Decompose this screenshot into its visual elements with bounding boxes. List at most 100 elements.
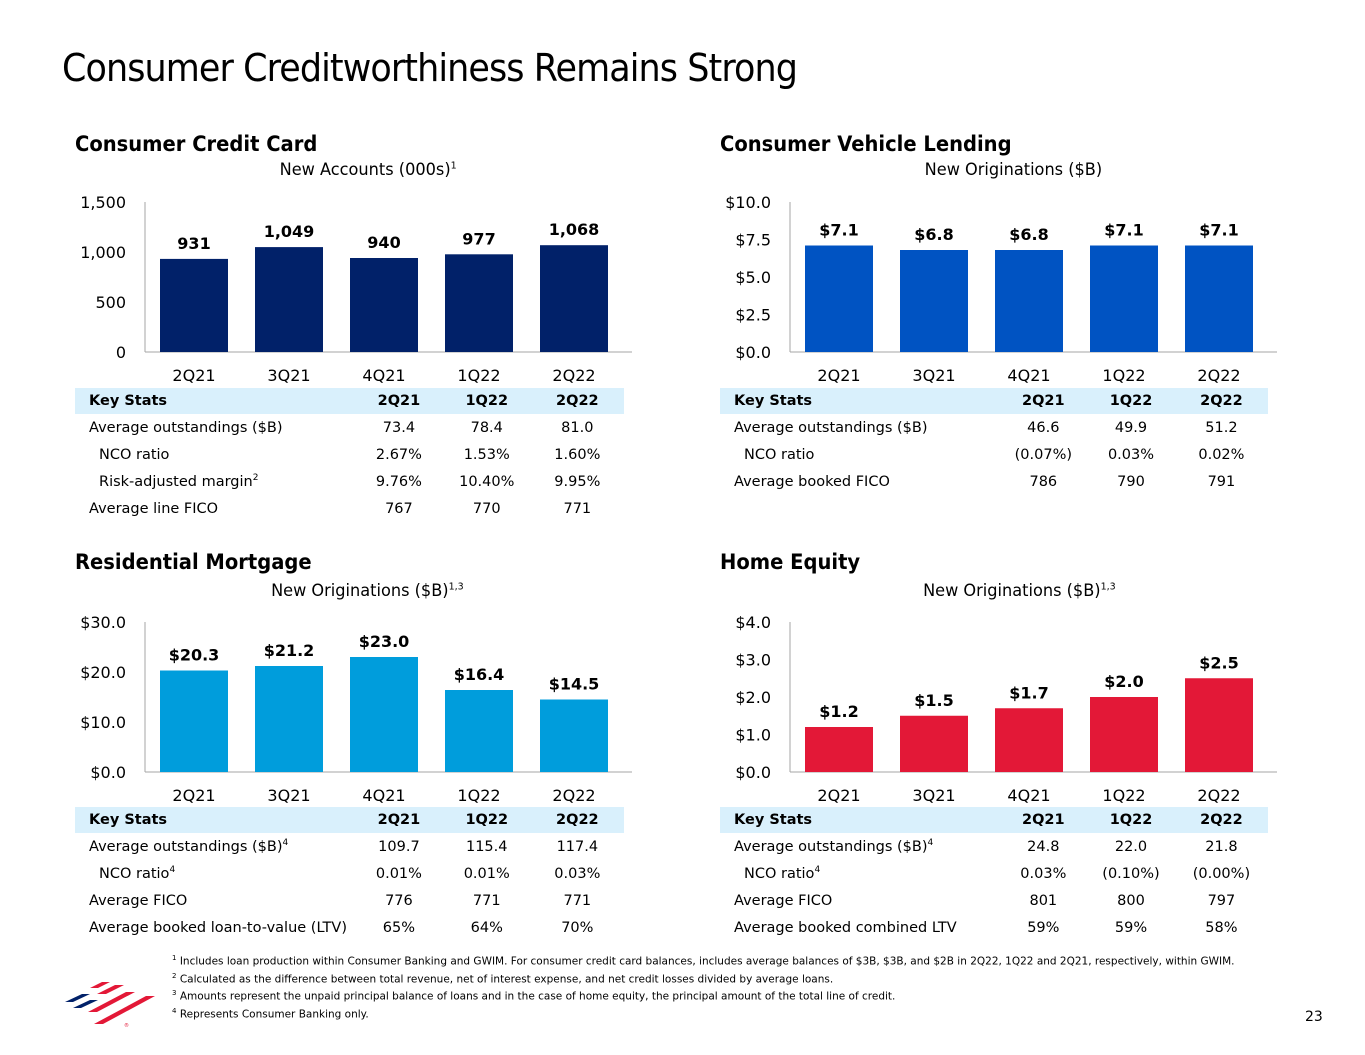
y-tick-label: $2.5: [735, 306, 771, 325]
x-tick-label: 2Q22: [1197, 786, 1240, 805]
cell-value: 49.9: [1114, 419, 1148, 436]
table-row: NCO ratio (0.07%) 0.03% 0.02%: [720, 441, 1268, 468]
cell-value: 59%: [1027, 919, 1060, 936]
cell-value: 9.95%: [554, 473, 601, 490]
footnote-number: 1: [172, 954, 177, 962]
footnote-number: 2: [172, 971, 177, 980]
table-row: Average outstandings ($B) 46.6 49.9 51.2: [720, 414, 1268, 441]
data-label: $1.5: [914, 691, 953, 710]
row-label: Average booked FICO: [734, 473, 890, 490]
cell-value: 767: [385, 500, 413, 517]
table-row: Average booked combined LTV 59% 59% 58%: [720, 914, 1268, 941]
footnote-text: Calculated as the difference between tot…: [179, 973, 834, 985]
footnote-1: 1 Includes loan production within Consum…: [172, 951, 1235, 969]
cell-value: (0.10%): [1102, 865, 1160, 882]
cell-value: 78.4: [470, 419, 503, 436]
footnote-number: 3: [172, 989, 177, 997]
bar-2q21: [805, 727, 873, 772]
column-header-period: 2Q22: [530, 388, 624, 414]
cell-value: 1.53%: [463, 446, 510, 463]
y-tick-label: $20.0: [80, 663, 126, 682]
table-row: NCO ratio4 0.01% 0.01% 0.03%: [75, 860, 624, 887]
cell-value: 0.03%: [1020, 865, 1067, 882]
bar-2q22: [540, 699, 608, 772]
section-title-residential-mortgage: Residential Mortgage: [75, 550, 312, 574]
column-header-period: 2Q22: [1174, 807, 1268, 833]
cell-value: 797: [1207, 892, 1236, 909]
cell-value: 786: [1029, 473, 1058, 490]
row-label: NCO ratio: [744, 446, 815, 463]
table-row: Average outstandings ($B)4 109.7 115.4 117.…: [75, 833, 624, 860]
column-header-period: 2Q21: [999, 388, 1088, 414]
chart-credit-card-new-accounts: 0 500 1,000 1,500 931 2Q21 1,049 3Q21 940 4Q21 977…: [80, 193, 632, 385]
y-tick-label: $2.0: [735, 688, 771, 707]
chart-subtitle-text: New Originations ($B): [924, 160, 1103, 180]
footnote-4: 4 Represents Consumer Banking only.: [172, 1004, 1235, 1022]
chart-vehicle-new-originations: $0.0 $2.5 $5.0 $7.5 $10.0 $7.1 2Q21 $6.8 3Q21 $6.…: [725, 193, 1277, 385]
x-tick-label: 1Q22: [1102, 786, 1145, 805]
y-tick-label: 1,500: [80, 193, 126, 212]
cell-value: 791: [1207, 473, 1236, 490]
x-tick-label: 3Q21: [912, 786, 955, 805]
table-row: Average FICO 801 800 797: [720, 887, 1268, 914]
column-header-period: 2Q22: [1174, 388, 1268, 414]
footnote-text: Amounts represent the unpaid principal b…: [179, 990, 896, 1003]
cell-value: 1.60%: [554, 446, 601, 463]
y-tick-label: $0.0: [735, 343, 771, 362]
footnote-text: Represents Consumer Banking only.: [179, 1008, 369, 1020]
chart-mortgage-new-originations: $0.0 $10.0 $20.0 $30.0 $20.3 2Q21 $21.2 3Q21 $23…: [80, 613, 632, 805]
footnote-ref: 4: [282, 838, 289, 849]
data-label: $6.8: [914, 225, 953, 244]
bar-2q22: [1185, 678, 1253, 772]
y-tick-label: $30.0: [80, 613, 126, 632]
bar-2q21: [160, 670, 228, 772]
x-tick-label: 3Q21: [912, 366, 955, 385]
cell-value: 771: [472, 892, 501, 909]
footnote-ref: 1: [450, 160, 457, 172]
y-tick-label: 1,000: [80, 243, 126, 262]
y-tick-label: $4.0: [735, 613, 771, 632]
chart-subtitle-credit-card: New Accounts (000s)1: [280, 160, 457, 180]
data-label: 931: [177, 234, 210, 253]
y-tick-label: $1.0: [735, 726, 771, 745]
x-tick-label: 1Q22: [457, 366, 500, 385]
cell-value: 64%: [470, 919, 503, 936]
row-label: NCO ratio: [99, 446, 170, 463]
page-title: Consumer Creditworthiness Remains Strong: [62, 46, 798, 90]
table-header-row: Key Stats 2Q21 1Q22 2Q22: [75, 807, 624, 833]
data-label: $7.1: [819, 221, 858, 240]
column-header-period: 1Q22: [442, 388, 531, 414]
y-tick-label: 0: [116, 343, 126, 362]
y-tick-label: $10.0: [725, 193, 771, 212]
data-label: 1,049: [264, 222, 315, 241]
cell-value: 65%: [382, 919, 416, 936]
row-label: NCO ratio4: [99, 865, 176, 882]
cell-value: 73.4: [382, 419, 416, 436]
cell-value: 70%: [561, 919, 594, 936]
cell-value: 9.76%: [375, 473, 422, 490]
cell-value: 0.03%: [1107, 446, 1155, 463]
row-label: Average outstandings ($B): [734, 419, 928, 436]
data-label: $1.7: [1009, 683, 1048, 702]
row-label: Average outstandings ($B)4: [734, 838, 934, 855]
key-stats-table-home-equity: Key Stats 2Q21 1Q22 2Q22 Average outstanding…: [720, 807, 1268, 941]
column-header-period: 2Q22: [530, 807, 624, 833]
data-label: $21.2: [264, 641, 315, 660]
data-label: 1,068: [549, 220, 600, 239]
data-label: $7.1: [1199, 221, 1238, 240]
x-tick-label: 2Q21: [172, 786, 215, 805]
cell-value: 771: [563, 500, 592, 517]
x-tick-label: 2Q22: [552, 786, 595, 805]
bar-1q22: [1090, 245, 1158, 352]
cell-value: 21.8: [1205, 838, 1238, 855]
cell-value: 46.6: [1027, 419, 1060, 436]
y-tick-label: $7.5: [735, 231, 771, 250]
y-tick-label: $0.0: [735, 763, 771, 782]
bar-4q21: [995, 708, 1063, 772]
cell-value: 81.0: [561, 419, 594, 436]
bar-3q21: [900, 250, 968, 352]
cell-value: 800: [1117, 892, 1145, 909]
bank-flag-logo-icon: ®: [65, 982, 155, 1029]
bar-3q21: [255, 666, 323, 772]
cell-value: 117.4: [556, 838, 599, 855]
